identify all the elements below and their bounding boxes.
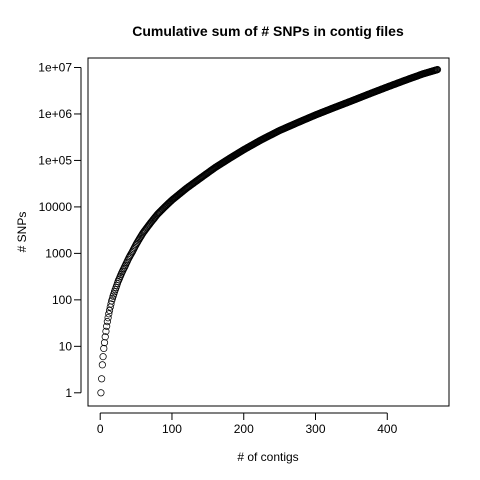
data-point [100,339,109,347]
y-tick-label: 10000 [39,200,73,214]
y-tick-label: 10 [59,339,73,353]
y-tick-label: 1e+06 [38,107,72,121]
y-axis-label: # SNPs [15,212,29,253]
data-point [105,306,114,315]
y-tick-label: 1e+05 [38,153,72,167]
data-point [97,389,105,397]
y-tick-label: 1 [65,386,72,400]
data-point [98,375,106,383]
data-point [433,66,442,74]
data-point [98,361,106,369]
y-tick-label: 100 [52,293,72,307]
data-point [101,333,109,341]
x-axis: 0 100 200 300 400 [97,412,398,436]
x-tick-label: 100 [162,422,182,436]
chart-title: Cumulative sum of # SNPs in contig files [132,23,404,39]
data-point [100,344,108,353]
x-tick-label: 400 [377,422,397,436]
x-tick-label: 200 [234,422,254,436]
x-tick-label: 0 [97,422,104,436]
x-axis-label: # of contigs [237,450,298,464]
y-axis: 1 10 100 1000 10000 1e+05 1e+06 1e+07 [38,60,82,400]
data-point [107,300,115,308]
data-point [102,327,110,335]
data-point [104,314,112,322]
data-point [103,318,111,326]
y-tick-label: 1000 [45,246,72,260]
x-tick-label: 300 [305,422,325,436]
data-point [99,353,107,361]
data-point [105,310,113,318]
data-points [97,66,442,397]
y-tick-label: 1e+07 [38,60,72,74]
data-point [103,322,111,330]
plot-frame [87,57,450,407]
